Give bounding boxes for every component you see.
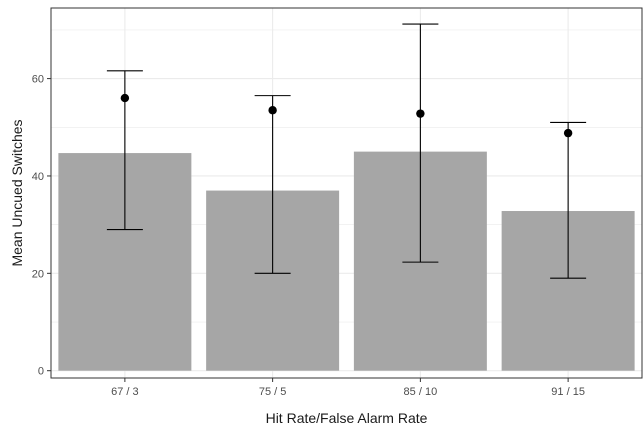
y-axis: 0 20 40 60 xyxy=(32,74,51,378)
x-axis-title: Hit Rate/False Alarm Rate xyxy=(266,410,428,426)
bars xyxy=(58,151,635,371)
points xyxy=(120,93,573,138)
data-point xyxy=(563,128,573,138)
error-bar xyxy=(550,121,587,279)
data-point xyxy=(416,109,425,118)
x-tick-label: 75 / 5 xyxy=(259,386,287,398)
x-tick-label: 67 / 3 xyxy=(111,386,139,398)
x-tick-label: 91 / 15 xyxy=(551,386,585,398)
data-point xyxy=(268,106,277,115)
x-axis: 67 / 3 75 / 5 85 / 10 91 / 15 xyxy=(111,378,585,398)
y-tick-label: 0 xyxy=(38,366,44,378)
y-tick-label: 40 xyxy=(32,171,44,183)
panel-border xyxy=(50,7,643,379)
y-axis-title: Mean Uncued Switches xyxy=(9,119,25,266)
y-tick-label: 20 xyxy=(32,268,44,280)
y-tick-label: 60 xyxy=(32,74,44,86)
error-bar xyxy=(254,95,291,274)
x-tick-label: 85 / 10 xyxy=(404,386,438,398)
error-bar xyxy=(402,23,439,263)
data-point xyxy=(120,93,130,103)
